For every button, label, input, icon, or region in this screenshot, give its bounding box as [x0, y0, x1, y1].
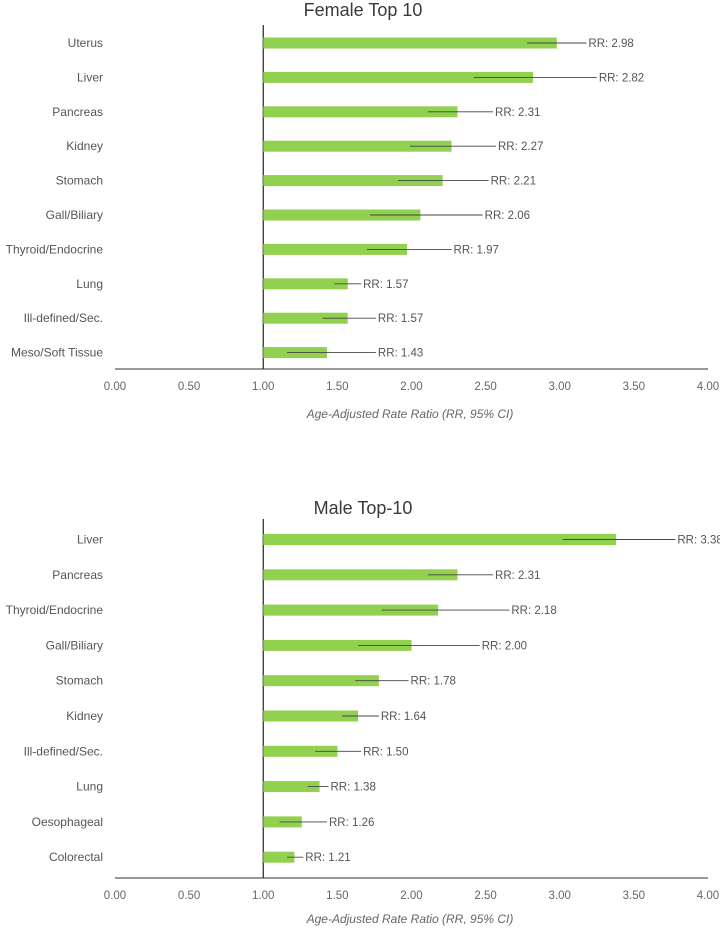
x-tick-label: 1.50 [326, 381, 348, 393]
value-label: RR: 2.21 [491, 176, 536, 188]
x-tick-label: 0.50 [178, 381, 200, 393]
category-label: Oesophageal [32, 815, 103, 829]
category-label: Uterus [68, 36, 103, 50]
bar [263, 71, 534, 83]
value-label: RR: 2.00 [482, 640, 527, 652]
x-tick-label: 3.50 [623, 381, 645, 393]
x-tick-label: 3.00 [549, 890, 571, 902]
category-label: Gall/Biliary [46, 208, 103, 222]
category-label: Lung [76, 277, 103, 291]
bar [263, 851, 295, 863]
category-label: Pancreas [52, 105, 103, 119]
x-tick-label: 0.00 [104, 381, 126, 393]
value-label: RR: 2.27 [498, 141, 543, 153]
value-label: RR: 1.21 [305, 852, 350, 864]
value-label: RR: 1.97 [454, 244, 499, 256]
x-tick-label: 1.00 [252, 381, 274, 393]
category-label: Ill-defined/Sec. [24, 744, 103, 758]
category-label: Kidney [66, 139, 103, 153]
bar [263, 675, 379, 687]
x-tick-label: 4.00 [697, 890, 719, 902]
bar [263, 745, 338, 757]
value-label: RR: 2.82 [599, 72, 644, 84]
value-label: RR: 1.57 [378, 313, 423, 325]
category-label: Kidney [66, 709, 103, 723]
x-axis-label: Age-Adjusted Rate Ratio (RR, 95% CI) [306, 912, 514, 926]
x-tick-label: 2.00 [400, 381, 422, 393]
x-tick-label: 2.00 [400, 890, 422, 902]
x-tick-label: 1.00 [252, 890, 274, 902]
bar [263, 106, 458, 118]
bar [263, 604, 439, 616]
bar [263, 243, 408, 255]
value-label: RR: 1.78 [411, 676, 456, 688]
category-label: Ill-defined/Sec. [24, 311, 103, 325]
male-chart: Male Top-10 0.00 0.50 1.00 1.50 2.00 2.50 3.00… [6, 498, 720, 926]
chart-title: Male Top-10 [314, 498, 413, 518]
category-label: Gall/Biliary [46, 638, 103, 652]
category-label: Liver [77, 533, 103, 547]
x-tick-label: 3.00 [549, 381, 571, 393]
x-tick-label: 3.50 [623, 890, 645, 902]
category-label: Liver [77, 70, 103, 84]
value-label: RR: 1.64 [381, 711, 427, 723]
value-label: RR: 3.38 [677, 535, 720, 547]
bar [263, 710, 359, 722]
bar [263, 639, 412, 651]
category-label: Thyroid/Endocrine [6, 603, 104, 617]
value-label: RR: 1.38 [330, 782, 375, 794]
category-label: Thyroid/Endocrine [6, 242, 104, 256]
value-label: RR: 1.26 [329, 817, 374, 829]
category-label: Stomach [56, 674, 103, 688]
female-chart: Female Top 10 0.00 0.50 1.00 1.50 2.00 2.50 3.… [6, 0, 720, 421]
bar [263, 140, 452, 152]
value-label: RR: 1.50 [363, 746, 408, 758]
x-tick-label: 2.50 [474, 890, 496, 902]
value-label: RR: 2.06 [485, 210, 530, 222]
value-label: RR: 2.31 [495, 570, 540, 582]
x-tick-label: 1.50 [326, 890, 348, 902]
x-tick-label: 0.00 [104, 890, 126, 902]
x-tick-label: 0.50 [178, 890, 200, 902]
value-label: RR: 1.43 [378, 348, 423, 360]
x-axis-label: Age-Adjusted Rate Ratio (RR, 95% CI) [306, 407, 514, 421]
bar [263, 175, 443, 187]
category-label: Colorectal [49, 850, 103, 864]
bar [263, 569, 458, 581]
bar [263, 534, 617, 545]
category-label: Pancreas [52, 568, 103, 582]
value-label: RR: 1.57 [363, 279, 408, 291]
bar [263, 209, 421, 221]
x-tick-label: 4.00 [697, 381, 719, 393]
bar [263, 278, 348, 290]
x-tick-label: 2.50 [474, 381, 496, 393]
category-label: Stomach [56, 174, 103, 188]
category-label: Meso/Soft Tissue [11, 346, 103, 360]
category-label: Lung [76, 780, 103, 794]
bar [263, 781, 320, 793]
bar [263, 312, 348, 324]
value-label: RR: 2.31 [495, 107, 540, 119]
value-label: RR: 2.98 [588, 38, 633, 50]
chart-title: Female Top 10 [304, 0, 423, 20]
value-label: RR: 2.18 [511, 605, 556, 617]
bar [263, 37, 557, 49]
